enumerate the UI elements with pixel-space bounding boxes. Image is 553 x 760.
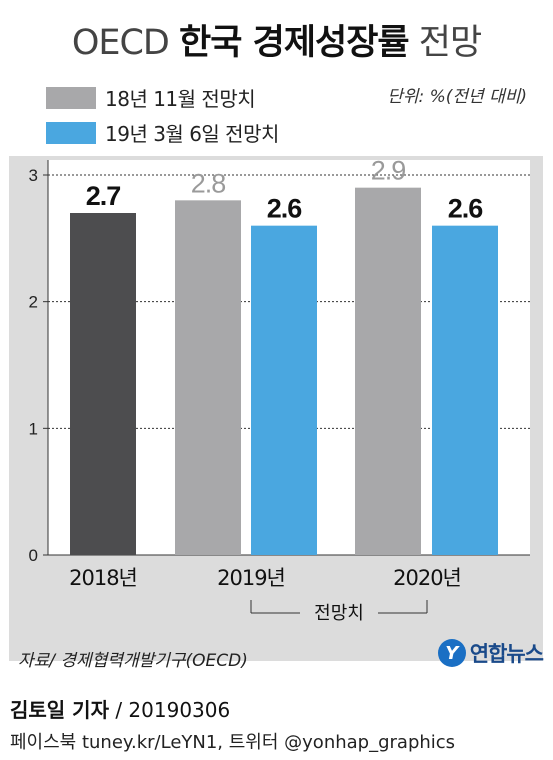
chart-title: OECD 한국 경제성장률 전망 <box>0 14 553 65</box>
title-suffix: 전망 <box>418 23 482 63</box>
x-category-label: 2018년 <box>69 566 137 590</box>
bar <box>175 200 241 556</box>
data-label: 2.7 <box>86 181 121 211</box>
x-category-label: 2019년 <box>217 566 285 590</box>
credit-separator: / <box>108 698 129 722</box>
bar <box>432 225 498 555</box>
bar <box>251 225 317 555</box>
yonhap-logo: Y 연합뉴스 <box>437 638 544 668</box>
logo-text: 연합뉴스 <box>469 642 544 666</box>
data-label: 2.6 <box>448 194 484 224</box>
bar <box>355 187 421 555</box>
data-label: 2.9 <box>371 156 406 186</box>
data-label: 2.8 <box>191 168 226 198</box>
social-links: 페이스북 tuney.kr/LeYN1, 트위터 @yonhap_graphic… <box>10 732 456 753</box>
source-note: 자료/ 경제협력개발기구(OECD) <box>18 651 248 671</box>
y-tick-label: 2 <box>29 293 38 312</box>
unit-label: 단위: %(전년 대비) <box>387 87 527 107</box>
y-tick-label: 3 <box>29 166 38 185</box>
legend-label-nov: 18년 11월 전망치 <box>105 87 256 111</box>
legend-swatch-gray <box>46 86 96 109</box>
credit-line: 김토일 기자 / 20190306 <box>10 694 230 723</box>
bar <box>70 213 136 555</box>
data-label: 2.6 <box>267 194 303 224</box>
legend-swatch-blue <box>46 121 96 144</box>
logo-mark-icon: Y <box>437 639 466 667</box>
title-main: 한국 경제성장률 <box>179 23 410 63</box>
bracket-label: 전망치 <box>314 603 364 624</box>
legend-label-mar: 19년 3월 6일 전망치 <box>105 122 279 146</box>
legend-item-nov: 18년 11월 전망치 <box>46 83 256 112</box>
credit-date: 20190306 <box>128 698 231 722</box>
x-category-label: 2020년 <box>393 566 461 590</box>
reporter-name: 김토일 기자 <box>10 698 109 722</box>
title-prefix: OECD <box>71 23 170 63</box>
y-tick-label: 0 <box>29 546 38 565</box>
y-tick-label: 1 <box>29 419 38 438</box>
legend-item-mar: 19년 3월 6일 전망치 <box>46 118 279 147</box>
